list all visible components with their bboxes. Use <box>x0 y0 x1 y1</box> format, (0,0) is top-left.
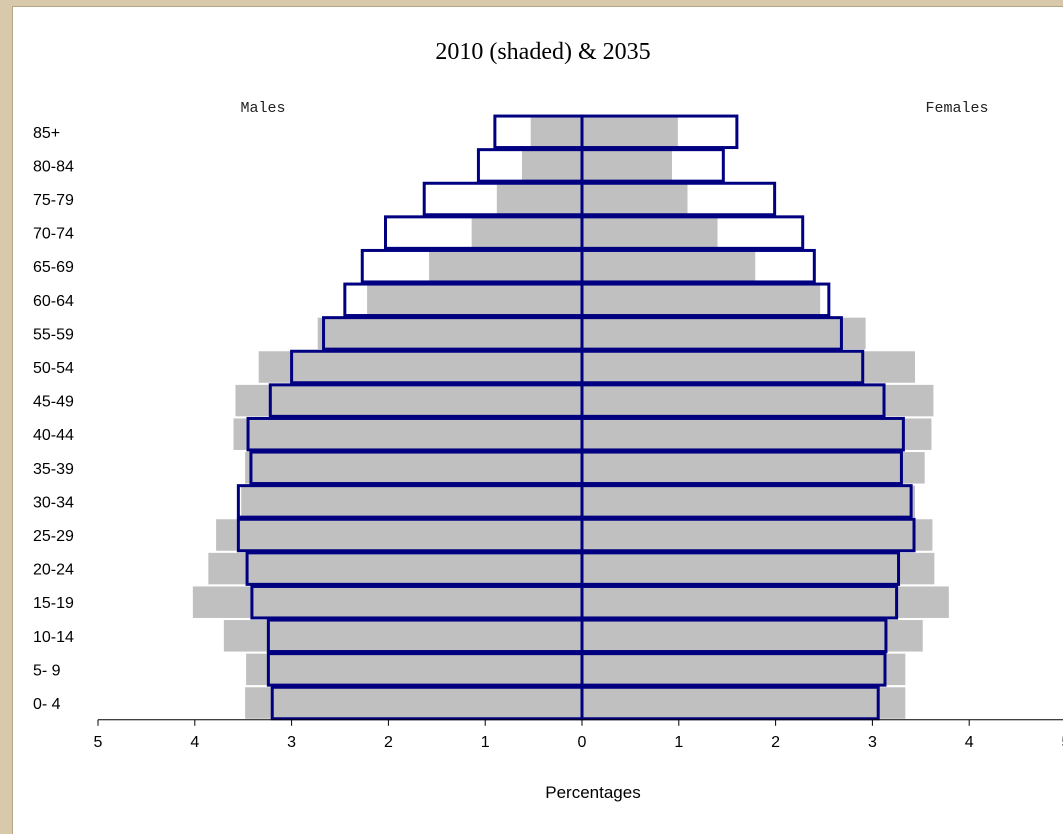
males-label: Males <box>240 100 285 117</box>
bar-2010-female <box>582 418 932 450</box>
x-tick-label: 5 <box>94 734 103 751</box>
x-axis-title: Percentages <box>545 783 640 802</box>
bar-2010-female <box>582 149 673 182</box>
x-tick-label: 3 <box>287 734 296 751</box>
age-group-label: 25-29 <box>33 528 74 545</box>
age-group-label: 75-79 <box>33 192 74 209</box>
bar-2010-male <box>471 216 582 249</box>
bar-2010-female <box>582 351 915 383</box>
bar-2010-male <box>223 620 582 652</box>
bar-2010-male <box>192 586 582 618</box>
females-label: Females <box>925 100 988 117</box>
x-tick-label: 1 <box>481 734 490 751</box>
age-group-label: 85+ <box>33 125 60 142</box>
bar-2010-female <box>582 452 925 484</box>
axes <box>97 115 1063 726</box>
bar-2010-male <box>429 250 582 282</box>
bar-2010-female <box>582 485 915 518</box>
bar-2010-male <box>367 284 582 316</box>
x-tick-label: 4 <box>965 734 974 751</box>
age-group-label: 80-84 <box>33 158 74 175</box>
chart-frame: 2010 (shaded) & 2035 Males Females Perce… <box>12 6 1063 834</box>
population-pyramid-chart: 2010 (shaded) & 2035 Males Females Perce… <box>33 39 1063 802</box>
age-group-label: 20-24 <box>33 562 74 579</box>
bar-2010-male <box>496 183 582 215</box>
bar-2010-female <box>582 384 934 417</box>
bar-2010-female <box>582 317 866 350</box>
x-tick-label: 4 <box>190 734 199 751</box>
bar-2010-female <box>582 620 923 652</box>
bar-2010-male <box>233 418 582 450</box>
age-group-label: 0- 4 <box>33 696 61 713</box>
bar-2010-female <box>582 519 933 551</box>
age-group-label: 65-69 <box>33 259 74 276</box>
series-2010-bars <box>192 116 949 719</box>
x-tick-label: 0 <box>578 734 587 751</box>
age-group-label: 50-54 <box>33 360 74 377</box>
y-axis-labels: 85+ 80-84 75-79 70-74 65-69 60-64 55-59 50-54 45… <box>33 125 74 713</box>
bar-2010-male <box>245 687 583 719</box>
bar-2010-male <box>245 452 583 484</box>
age-group-label: 60-64 <box>33 293 74 310</box>
age-group-label: 15-19 <box>33 595 74 612</box>
bar-2010-male <box>530 116 582 148</box>
bar-2010-male <box>216 519 582 551</box>
x-tick-label: 2 <box>384 734 393 751</box>
bar-2010-male <box>241 485 582 518</box>
age-group-label: 70-74 <box>33 226 74 243</box>
bar-2010-male <box>317 317 582 350</box>
age-group-label: 30-34 <box>33 494 74 511</box>
bar-2010-female <box>582 183 688 215</box>
bar-2010-male <box>258 351 582 383</box>
age-group-label: 55-59 <box>33 326 74 343</box>
bar-2010-male <box>235 384 582 417</box>
bar-2010-male <box>246 653 582 686</box>
bar-2010-female <box>582 284 821 316</box>
bar-2010-female <box>582 552 935 585</box>
age-group-label: 5- 9 <box>33 662 61 679</box>
x-tick-label: 3 <box>868 734 877 751</box>
chart-title: 2010 (shaded) & 2035 <box>435 39 650 65</box>
bar-2010-female <box>582 250 756 282</box>
bar-2010-female <box>582 687 906 719</box>
age-group-label: 40-44 <box>33 427 74 444</box>
age-group-label: 10-14 <box>33 629 74 646</box>
age-group-label: 35-39 <box>33 461 74 478</box>
bar-2010-male <box>521 149 582 182</box>
age-group-label: 45-49 <box>33 394 74 411</box>
bar-2010-female <box>582 216 718 249</box>
bar-2010-female <box>582 116 678 148</box>
x-tick-label: 1 <box>674 734 683 751</box>
x-tick-label: 2 <box>771 734 780 751</box>
x-axis-labels: 5 4 3 2 1 0 1 2 3 4 5 <box>94 734 1063 751</box>
bar-2010-female <box>582 586 949 618</box>
bar-2010-female <box>582 653 906 686</box>
x-tick-label: 5 <box>1062 734 1063 751</box>
bar-2010-male <box>208 552 583 585</box>
